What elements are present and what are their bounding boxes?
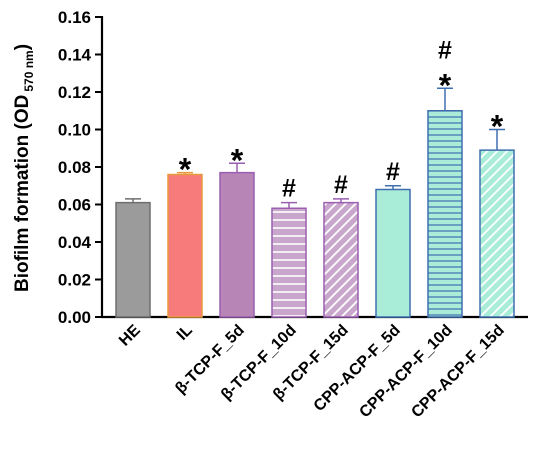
- bar: [115, 201, 151, 318]
- y-tick-label: 0.04: [58, 233, 92, 252]
- bars-group: * * # # # * # *: [115, 36, 515, 318]
- bar: [479, 149, 515, 318]
- bar: [427, 110, 463, 318]
- y-tick-label: 0.12: [58, 83, 91, 102]
- y-tick-label: 0.10: [58, 121, 91, 140]
- y-tick-label: 0.06: [58, 196, 91, 215]
- bar: [219, 171, 255, 318]
- y-axis-title-sub: 570 nm: [22, 50, 36, 91]
- significance-asterisk: *: [231, 142, 244, 178]
- significance-hash: #: [282, 175, 296, 203]
- y-tick-label: 0.00: [58, 308, 91, 327]
- significance-asterisk: *: [179, 152, 192, 188]
- y-tick-label: 0.02: [58, 271, 91, 290]
- y-axis-title: Biofilm formation (OD 570 nm): [12, 44, 36, 292]
- x-tick-label: HE: [116, 322, 144, 350]
- bar: [323, 201, 359, 318]
- significance-hash: #: [386, 158, 400, 186]
- significance-asterisk: *: [491, 109, 504, 145]
- y-tick-label: 0.16: [58, 8, 91, 27]
- x-tick-label: IL: [174, 322, 196, 344]
- bar: [375, 188, 411, 318]
- significance-asterisk: *: [439, 67, 452, 103]
- x-tick-label: CPP-ACP-F_15d: [408, 322, 507, 421]
- x-tick-labels: HE ILβ-TCP-F_5dβ-TCP-F_10dβ-TCP-F_15dCPP-…: [116, 322, 508, 422]
- y-axis-title-close: ): [12, 44, 33, 50]
- x-tick-label: CPP-ACP-F_10d: [356, 322, 455, 421]
- y-axis-title-main: Biofilm formation (OD: [12, 95, 33, 292]
- significance-hash: #: [334, 171, 348, 199]
- bar: [167, 173, 203, 318]
- y-tick-label: 0.08: [58, 158, 91, 177]
- y-axis-label: Biofilm formation (OD 570 nm): [12, 44, 36, 292]
- significance-hash: #: [438, 36, 452, 64]
- bar: [271, 207, 307, 318]
- y-tick-label: 0.14: [58, 46, 92, 65]
